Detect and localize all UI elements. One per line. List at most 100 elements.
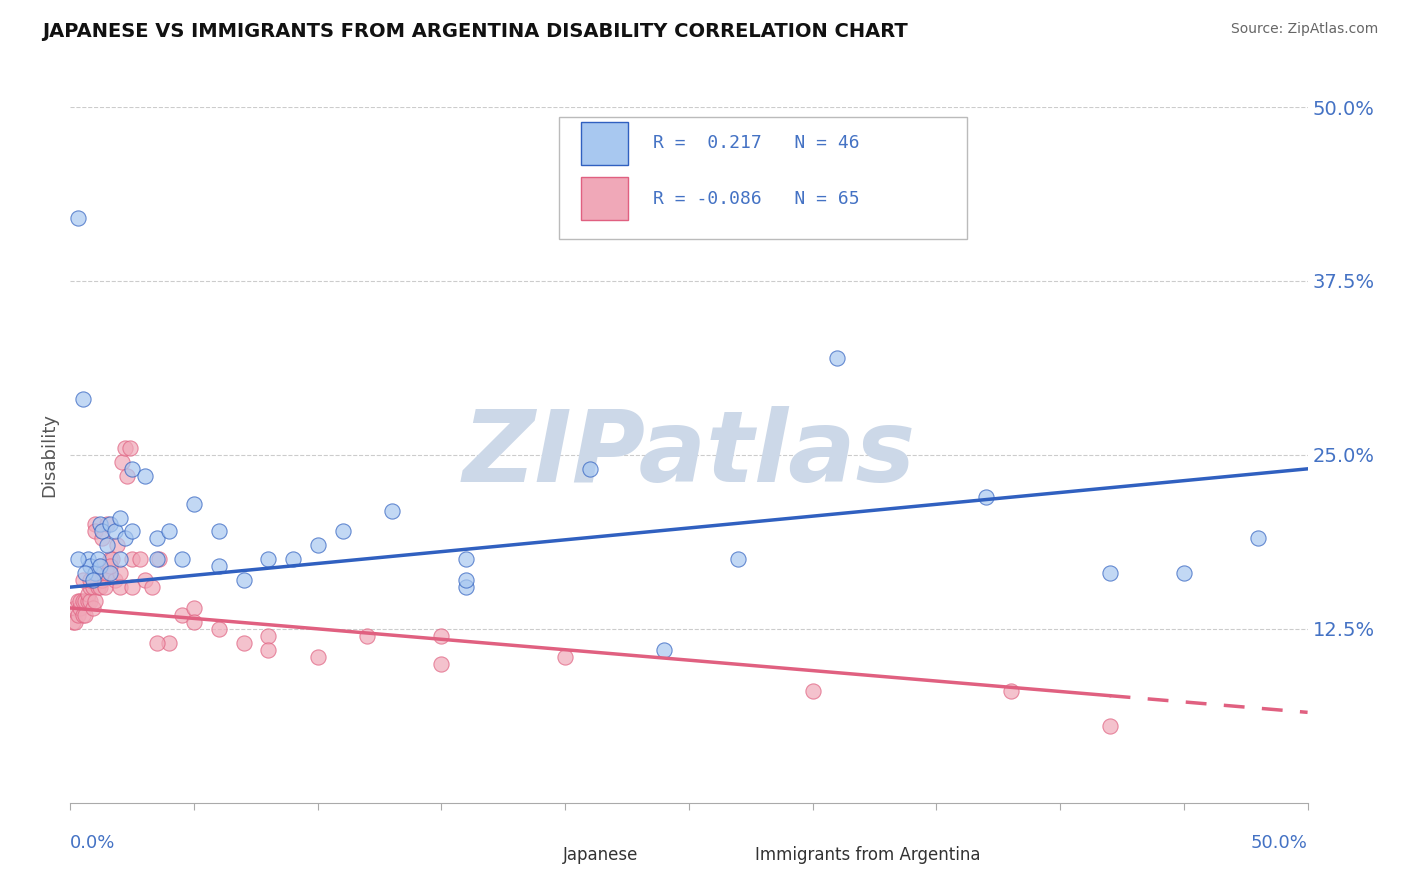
Point: [91, 524, 114, 539]
Point: [72, 392, 94, 407]
Point: [121, 524, 143, 539]
Point: [84, 594, 107, 608]
Point: [98, 552, 121, 566]
Text: Immigrants from Argentina: Immigrants from Argentina: [755, 846, 980, 864]
FancyBboxPatch shape: [516, 842, 548, 868]
Point: [72, 594, 94, 608]
Point: [72, 607, 94, 622]
FancyBboxPatch shape: [581, 178, 628, 220]
Point: [89, 580, 111, 594]
Point: [974, 490, 997, 504]
Point: [75, 566, 97, 581]
Point: [115, 468, 138, 483]
Point: [66, 552, 89, 566]
Point: [146, 532, 169, 546]
Point: [1098, 566, 1121, 581]
Text: JAPANESE VS IMMIGRANTS FROM ARGENTINA DISABILITY CORRELATION CHART: JAPANESE VS IMMIGRANTS FROM ARGENTINA DI…: [42, 22, 908, 41]
Point: [101, 552, 124, 566]
Point: [146, 636, 169, 650]
Point: [121, 552, 143, 566]
Point: [66, 594, 89, 608]
Point: [307, 649, 329, 664]
Point: [94, 580, 117, 594]
Point: [257, 552, 280, 566]
Point: [82, 601, 104, 615]
Point: [148, 552, 170, 566]
Point: [91, 573, 114, 587]
Point: [579, 462, 602, 476]
Point: [104, 573, 127, 587]
FancyBboxPatch shape: [560, 118, 967, 239]
Point: [183, 601, 205, 615]
Point: [208, 524, 231, 539]
Point: [257, 629, 280, 643]
FancyBboxPatch shape: [581, 121, 628, 165]
Point: [96, 566, 118, 581]
Point: [75, 607, 97, 622]
Point: [91, 532, 114, 546]
Point: [62, 615, 84, 629]
Point: [86, 552, 108, 566]
Point: [79, 594, 101, 608]
Point: [108, 552, 131, 566]
Point: [456, 552, 478, 566]
Point: [75, 594, 97, 608]
Point: [121, 580, 143, 594]
Point: [69, 594, 91, 608]
Point: [170, 552, 193, 566]
Point: [727, 552, 749, 566]
Point: [1000, 684, 1022, 698]
Point: [183, 497, 205, 511]
Point: [356, 629, 378, 643]
Point: [146, 552, 169, 566]
Point: [1173, 566, 1195, 581]
Point: [554, 649, 576, 664]
Point: [96, 517, 118, 532]
Point: [108, 510, 131, 524]
Y-axis label: Disability: Disability: [41, 413, 59, 497]
Point: [108, 580, 131, 594]
Point: [114, 441, 136, 455]
Point: [66, 211, 89, 226]
Point: [1247, 532, 1270, 546]
Point: [232, 573, 254, 587]
Point: [98, 566, 121, 581]
Point: [134, 573, 156, 587]
Point: [652, 642, 675, 657]
Point: [108, 566, 131, 581]
Text: ZIPatlas: ZIPatlas: [463, 407, 915, 503]
FancyBboxPatch shape: [707, 842, 740, 868]
Point: [76, 594, 98, 608]
Text: R = -0.086   N = 65: R = -0.086 N = 65: [652, 190, 859, 208]
Point: [76, 552, 98, 566]
Point: [381, 503, 404, 517]
Point: [66, 607, 89, 622]
Point: [128, 552, 150, 566]
Point: [65, 601, 87, 615]
Point: [82, 580, 104, 594]
Text: 50.0%: 50.0%: [1251, 834, 1308, 852]
Point: [86, 580, 108, 594]
Point: [84, 517, 107, 532]
Point: [121, 462, 143, 476]
Point: [84, 566, 107, 581]
Point: [430, 629, 453, 643]
Point: [141, 580, 163, 594]
Point: [72, 573, 94, 587]
Point: [89, 517, 111, 532]
Point: [183, 615, 205, 629]
Point: [456, 580, 478, 594]
Point: [118, 441, 141, 455]
Point: [82, 573, 104, 587]
Point: [157, 636, 180, 650]
Point: [89, 559, 111, 574]
Point: [1098, 719, 1121, 733]
Text: R =  0.217   N = 46: R = 0.217 N = 46: [652, 134, 859, 153]
Text: 0.0%: 0.0%: [70, 834, 115, 852]
Point: [456, 573, 478, 587]
Point: [170, 607, 193, 622]
Point: [208, 559, 231, 574]
Point: [84, 524, 107, 539]
Point: [827, 351, 849, 365]
Point: [157, 524, 180, 539]
